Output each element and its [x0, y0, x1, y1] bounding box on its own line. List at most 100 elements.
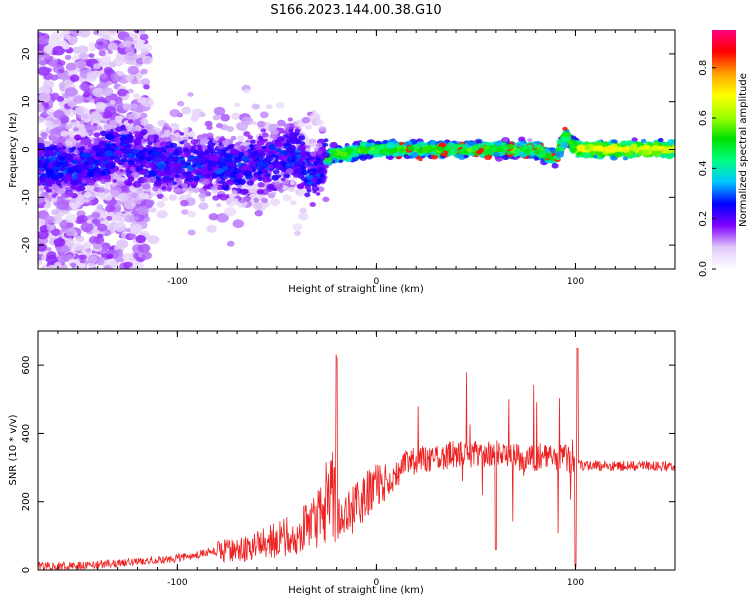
heatmap-cell [251, 103, 260, 110]
y-tick-label: -20 [21, 237, 32, 253]
heatmap-cell [183, 142, 191, 148]
heatmap-cell [100, 136, 106, 141]
heatmap-cell [46, 188, 52, 193]
heatmap-cell [40, 159, 46, 163]
heatmap-cell [667, 139, 675, 146]
heatmap-cell [495, 155, 503, 162]
heatmap-cell [113, 211, 125, 220]
heatmap-cell [97, 187, 105, 193]
heatmap-cell [80, 133, 86, 138]
heatmap-cell [204, 149, 211, 155]
heatmap-cell [44, 53, 50, 58]
heatmap-cell [206, 132, 214, 139]
heatmap-cell [91, 211, 101, 219]
heatmap-cell [226, 126, 235, 132]
heatmap-cell [143, 138, 148, 142]
heatmap-cell [136, 144, 144, 151]
heatmap-cell [367, 149, 375, 155]
heatmap-cell [329, 141, 338, 149]
heatmap-cell [65, 186, 70, 191]
heatmap-cell [659, 153, 667, 159]
heatmap-cell [122, 103, 130, 109]
heatmap-cell [193, 158, 199, 163]
heatmap-cell [306, 188, 312, 193]
heatmap-cell [86, 219, 93, 224]
heatmap-cell [78, 52, 89, 61]
heatmap-cell [254, 210, 263, 217]
heatmap-cell [171, 170, 177, 174]
heatmap-cell [292, 121, 298, 126]
heatmap-cell [410, 151, 419, 158]
heatmap-cell [661, 146, 666, 150]
heatmap-cell [401, 151, 406, 155]
heatmap-cell [230, 135, 237, 141]
heatmap-cell [140, 68, 148, 75]
heatmap-cell [201, 181, 207, 185]
heatmap-cell [232, 198, 239, 203]
heatmap-cell [58, 71, 70, 81]
heatmap-cell [71, 166, 79, 173]
heatmap-cell [227, 144, 234, 150]
heatmap-cell [247, 135, 254, 140]
heatmap-cell [185, 193, 192, 199]
heatmap-cell [38, 170, 43, 174]
heatmap-cell [551, 163, 559, 169]
heatmap-cell [135, 151, 145, 159]
heatmap-cell [563, 132, 570, 137]
heatmap-cell [239, 145, 246, 151]
heatmap-cell [98, 50, 107, 57]
heatmap-cell [189, 180, 199, 187]
heatmap-cell [158, 154, 164, 159]
heatmap-cell [53, 238, 66, 247]
heatmap-cell [272, 169, 280, 175]
heatmap-cell [97, 103, 106, 110]
heatmap-cell [169, 142, 178, 149]
heatmap-cell [38, 163, 45, 168]
heatmap-cell [388, 150, 395, 155]
heatmap-cell [524, 148, 531, 154]
heatmap-cell [197, 152, 205, 159]
heatmap-cell [300, 165, 306, 170]
heatmap-cell [270, 198, 280, 207]
heatmap-cell [250, 199, 255, 203]
heatmap-cell [351, 152, 358, 158]
heatmap-cell [157, 170, 165, 177]
heatmap-cell [277, 119, 286, 127]
heatmap-cell [109, 199, 118, 206]
heatmap-cell [212, 195, 220, 201]
heatmap-cell [204, 120, 213, 127]
heatmap-cell [309, 151, 317, 157]
heatmap-cell [311, 183, 316, 187]
heatmap-cell [134, 114, 140, 119]
heatmap-cell [82, 91, 91, 98]
heatmap-cell [471, 144, 480, 152]
heatmap-cell [173, 132, 180, 138]
heatmap-cell [70, 180, 79, 187]
heatmap-cell [105, 204, 116, 213]
heatmap-cell [125, 228, 131, 233]
heatmap-cell [97, 41, 104, 46]
heatmap-cell [93, 166, 100, 172]
heatmap-cell [114, 115, 124, 123]
heatmap-cell [215, 177, 222, 182]
heatmap-cell [140, 78, 151, 86]
heatmap-cell [66, 222, 74, 229]
heatmap-cell [40, 156, 45, 160]
heatmap-cell [233, 156, 242, 163]
heatmap-cell [94, 236, 105, 245]
y-tick-label: 20 [21, 48, 32, 61]
heatmap-cell [200, 197, 206, 202]
heatmap-cell [317, 166, 326, 174]
heatmap-cell [502, 154, 510, 161]
heatmap-cell [132, 119, 142, 126]
heatmap-cell [151, 148, 156, 152]
heatmap-cell [88, 42, 96, 48]
heatmap-cell [293, 168, 301, 174]
heatmap-cell [467, 140, 475, 146]
heatmap-cell [305, 145, 311, 149]
heatmap-cell [352, 140, 361, 147]
heatmap-cell [640, 138, 647, 144]
heatmap-cell [63, 238, 75, 247]
